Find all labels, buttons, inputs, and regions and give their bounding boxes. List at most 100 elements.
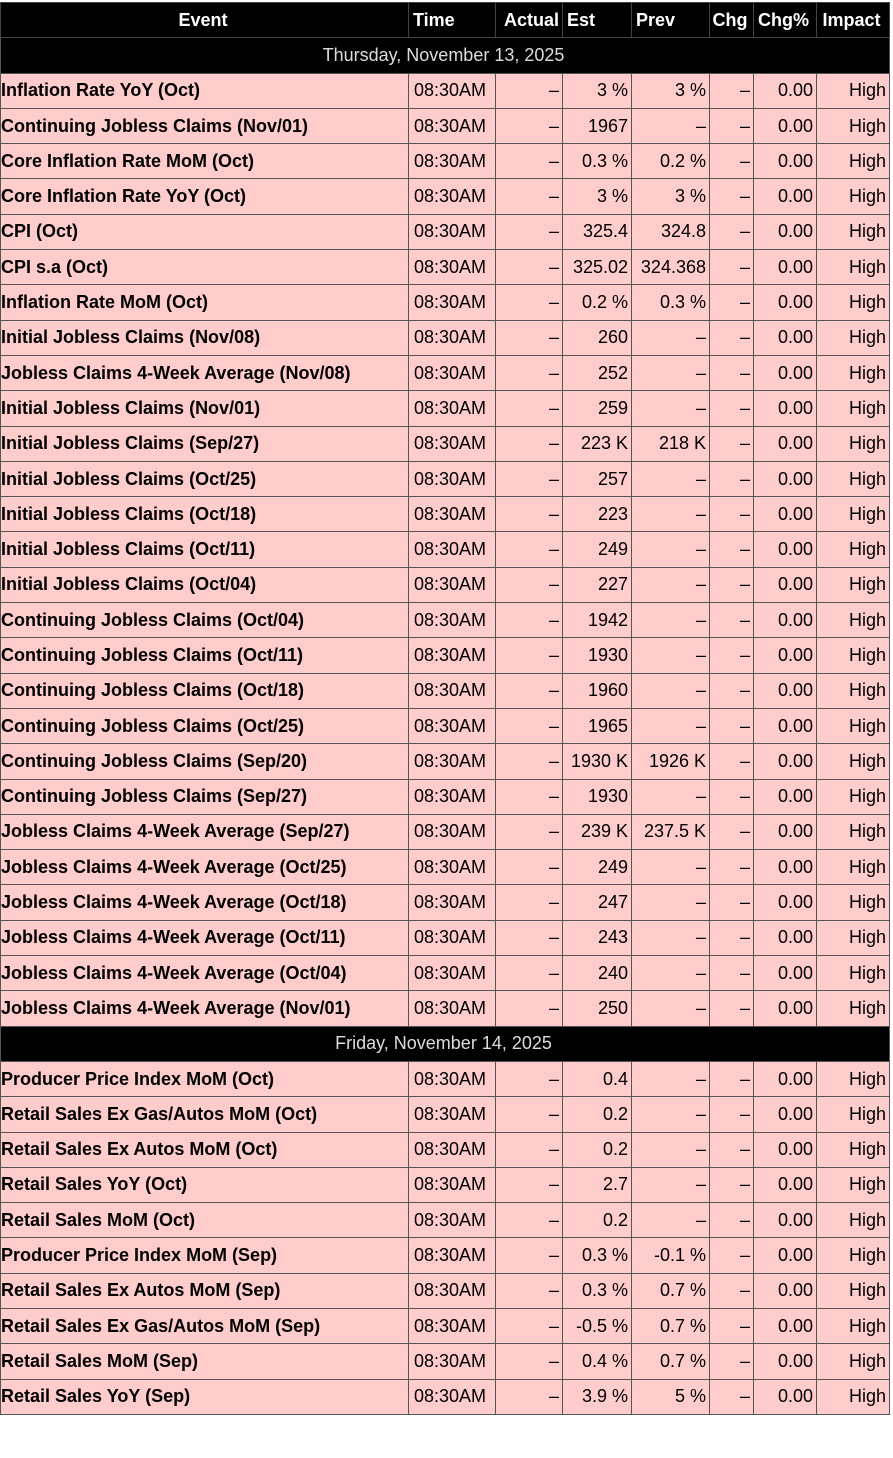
actual-cell: –	[495, 496, 563, 533]
estimate-cell: 1967	[562, 107, 632, 145]
event-row: Jobless Claims 4-Week Average (Oct/04) 08…	[0, 955, 890, 992]
change-percent-cell: 0.00	[753, 1237, 817, 1274]
event-cell: Retail Sales MoM (Sep)	[0, 1343, 409, 1380]
actual-cell: –	[495, 249, 563, 286]
actual-cell: –	[495, 566, 563, 604]
impact-cell: High	[816, 1166, 890, 1204]
change-percent-cell: 0.00	[753, 72, 817, 109]
change-percent-cell: 0.00	[753, 1307, 817, 1345]
actual-cell: –	[495, 354, 563, 392]
change-cell: –	[709, 460, 754, 498]
event-cell: Jobless Claims 4-Week Average (Oct/04)	[0, 955, 409, 992]
impact-cell: High	[816, 390, 890, 427]
time-cell: 08:30AM	[408, 707, 496, 745]
impact-cell: High	[816, 1343, 890, 1380]
event-row: CPI s.a (Oct) 08:30AM –325.02 324.368–0.00 H…	[0, 249, 890, 286]
event-cell: Retail Sales Ex Autos MoM (Oct)	[0, 1131, 409, 1168]
event-row: Jobless Claims 4-Week Average (Sep/27) 08…	[0, 813, 890, 851]
change-cell: –	[709, 707, 754, 745]
event-cell: Jobless Claims 4-Week Average (Nov/01)	[0, 990, 409, 1027]
estimate-cell: 1965	[562, 707, 632, 745]
change-percent-cell: 0.00	[753, 354, 817, 392]
estimate-cell: 240	[562, 955, 632, 992]
change-cell: –	[709, 990, 754, 1027]
event-row: Continuing Jobless Claims (Nov/01) 08:30A…	[0, 107, 890, 145]
previous-cell: 324.368	[631, 249, 710, 286]
impact-cell: High	[816, 743, 890, 780]
date-label: Friday, November 14, 2025	[0, 1025, 890, 1062]
time-cell: 08:30AM	[408, 390, 496, 427]
event-cell: Initial Jobless Claims (Oct/25)	[0, 460, 409, 498]
column-header: Actual	[495, 1, 563, 39]
impact-cell: High	[816, 354, 890, 392]
time-cell: 08:30AM	[408, 1378, 496, 1415]
impact-cell: High	[816, 955, 890, 992]
time-cell: 08:30AM	[408, 955, 496, 992]
event-row: Initial Jobless Claims (Oct/04) 08:30AM –2…	[0, 566, 890, 604]
actual-cell: –	[495, 460, 563, 498]
actual-cell: –	[495, 778, 563, 815]
time-cell: 08:30AM	[408, 284, 496, 321]
change-cell: –	[709, 1307, 754, 1345]
estimate-cell: 252	[562, 354, 632, 392]
change-percent-cell: 0.00	[753, 884, 817, 921]
change-percent-cell: 0.00	[753, 143, 817, 180]
actual-cell: –	[495, 1343, 563, 1380]
previous-cell: –	[631, 319, 710, 356]
previous-cell: –	[631, 778, 710, 815]
estimate-cell: 0.2 %	[562, 284, 632, 321]
actual-cell: –	[495, 849, 563, 886]
date-label: Thursday, November 13, 2025	[0, 37, 890, 74]
change-percent-cell: 0.00	[753, 919, 817, 957]
event-row: Initial Jobless Claims (Oct/25) 08:30AM –2…	[0, 460, 890, 498]
change-cell: –	[709, 354, 754, 392]
event-cell: Jobless Claims 4-Week Average (Nov/08)	[0, 354, 409, 392]
event-row: Continuing Jobless Claims (Oct/25) 08:30A…	[0, 707, 890, 745]
previous-cell: –	[631, 460, 710, 498]
economic-calendar: Event Time Actual Est Prev Chg Chg% Impact Thur…	[0, 1, 890, 1415]
actual-cell: –	[495, 672, 563, 709]
impact-cell: High	[816, 884, 890, 921]
change-cell: –	[709, 672, 754, 709]
time-cell: 08:30AM	[408, 1096, 496, 1133]
impact-cell: High	[816, 72, 890, 109]
event-cell: Inflation Rate YoY (Oct)	[0, 72, 409, 109]
change-percent-cell: 0.00	[753, 707, 817, 745]
actual-cell: –	[495, 919, 563, 957]
column-header: Chg%	[753, 1, 817, 39]
impact-cell: High	[816, 107, 890, 145]
event-row: Retail Sales Ex Autos MoM (Sep) 08:30AM –0…	[0, 1272, 890, 1309]
event-cell: Jobless Claims 4-Week Average (Oct/25)	[0, 849, 409, 886]
change-cell: –	[709, 743, 754, 780]
event-row: Retail Sales MoM (Sep) 08:30AM –0.4 % 0.7 %…	[0, 1343, 890, 1380]
time-cell: 08:30AM	[408, 990, 496, 1027]
previous-cell: 1926 K	[631, 743, 710, 780]
previous-cell: –	[631, 919, 710, 957]
previous-cell: –	[631, 707, 710, 745]
time-cell: 08:30AM	[408, 672, 496, 709]
previous-cell: 5 %	[631, 1378, 710, 1415]
actual-cell: –	[495, 1060, 563, 1098]
previous-cell: 0.7 %	[631, 1343, 710, 1380]
event-row: Core Inflation Rate MoM (Oct) 08:30AM –0.3…	[0, 143, 890, 180]
impact-cell: High	[816, 143, 890, 180]
previous-cell: –	[631, 602, 710, 639]
change-cell: –	[709, 1237, 754, 1274]
change-percent-cell: 0.00	[753, 107, 817, 145]
previous-cell: –	[631, 637, 710, 674]
estimate-cell: 1942	[562, 602, 632, 639]
change-cell: –	[709, 249, 754, 286]
actual-cell: –	[495, 1237, 563, 1274]
event-row: Retail Sales YoY (Sep) 08:30AM –3.9 % 5 % –0…	[0, 1378, 890, 1415]
actual-cell: –	[495, 72, 563, 109]
impact-cell: High	[816, 707, 890, 745]
change-percent-cell: 0.00	[753, 1166, 817, 1204]
change-percent-cell: 0.00	[753, 390, 817, 427]
time-cell: 08:30AM	[408, 813, 496, 851]
change-cell: –	[709, 143, 754, 180]
estimate-cell: 1930	[562, 778, 632, 815]
event-row: Retail Sales Ex Autos MoM (Oct) 08:30AM –0…	[0, 1131, 890, 1168]
impact-cell: High	[816, 672, 890, 709]
estimate-cell: 260	[562, 319, 632, 356]
previous-cell: –	[631, 849, 710, 886]
